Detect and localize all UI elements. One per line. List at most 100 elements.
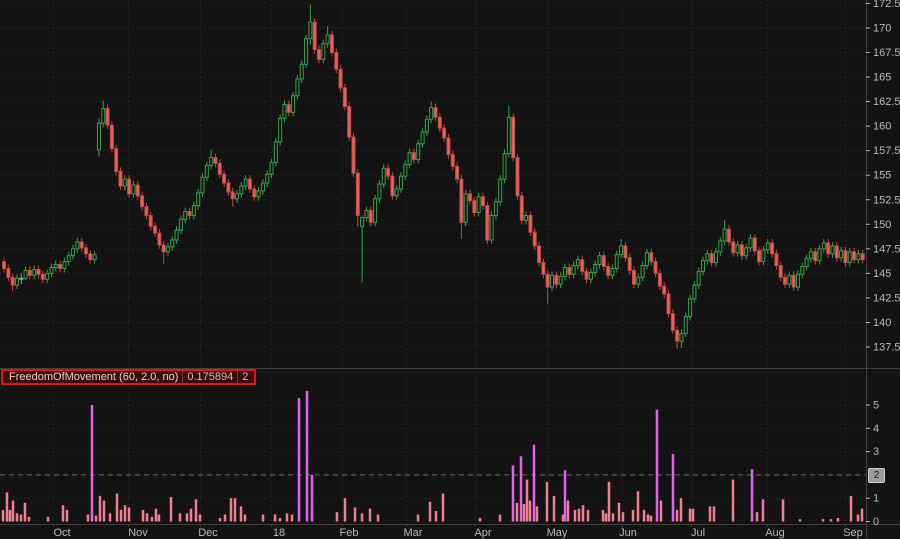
- candle-body: [381, 167, 386, 185]
- candle-body: [662, 285, 667, 295]
- candle-body: [278, 117, 283, 143]
- candle-body: [713, 251, 718, 264]
- histogram-bar: [566, 500, 570, 522]
- indicator-study-label[interactable]: FreedomOfMovement (60, 2.0, no) 0.175894…: [1, 369, 257, 385]
- time-axis[interactable]: Oct Nov Dec 18 Feb Mar Apr May Jun Jul Aug Sep: [53, 524, 863, 539]
- histogram-bar: [856, 514, 860, 522]
- month-label: Oct: [53, 527, 70, 539]
- candle-body: [692, 284, 697, 300]
- histogram-bar: [545, 481, 549, 522]
- candle-body: [243, 178, 248, 187]
- histogram-bar: [761, 499, 765, 522]
- histogram-bar: [15, 513, 19, 522]
- candle-body: [403, 163, 408, 177]
- candle-body: [433, 106, 438, 118]
- candle-body: [480, 196, 485, 207]
- candle-body: [826, 242, 831, 255]
- candle-body: [304, 38, 309, 65]
- candle-body: [88, 253, 93, 261]
- candle-body: [813, 251, 818, 262]
- histogram-bar: [755, 512, 759, 522]
- histogram-bar: [675, 509, 679, 522]
- month-label: Nov: [128, 527, 148, 539]
- candle-body: [735, 244, 740, 254]
- candle-body: [316, 49, 321, 60]
- histogram-bar: [561, 514, 565, 522]
- histogram-bar: [169, 497, 173, 522]
- candle-body: [209, 157, 214, 166]
- indicator-axis[interactable]: 5 4 3 1 0: [866, 400, 879, 528]
- candle-body: [528, 214, 533, 233]
- candle-body: [588, 271, 593, 280]
- candle-body: [468, 193, 473, 202]
- candle-body: [839, 250, 844, 259]
- candle-body: [459, 178, 464, 223]
- candle-body: [511, 116, 516, 159]
- candle-body: [252, 188, 257, 198]
- histogram-bar: [441, 493, 445, 522]
- histogram-bar: [679, 498, 683, 522]
- histogram-bar: [223, 514, 227, 522]
- candlestick-series[interactable]: [2, 4, 865, 349]
- candle-body: [312, 21, 317, 51]
- candle-body: [157, 232, 162, 246]
- histogram-bar: [604, 513, 608, 522]
- gridlines: [0, 0, 866, 524]
- candle-body: [329, 34, 334, 54]
- histogram-bar: [691, 508, 695, 522]
- histogram-bar: [360, 513, 364, 522]
- candle-body: [213, 157, 218, 164]
- candle-body: [623, 245, 628, 259]
- price-tick-label: 145: [873, 268, 891, 280]
- candle-body: [597, 255, 602, 266]
- month-label: Apr: [474, 527, 491, 539]
- candle-body: [247, 178, 252, 190]
- candle-body: [165, 246, 170, 253]
- month-label: May: [547, 527, 568, 539]
- candle-body: [537, 245, 542, 264]
- candle-body: [554, 274, 559, 285]
- month-label: Mar: [404, 527, 423, 539]
- histogram-bar: [573, 509, 577, 522]
- candle-body: [830, 245, 835, 255]
- histogram-bar: [119, 509, 123, 522]
- candle-body: [515, 157, 520, 197]
- candle-body: [619, 245, 624, 256]
- candle-body: [230, 191, 235, 200]
- candle-body: [226, 182, 231, 193]
- candle-body: [709, 253, 714, 264]
- histogram-bar: [353, 507, 357, 522]
- candle-body: [394, 188, 399, 197]
- histogram-bar: [498, 514, 502, 522]
- histogram-bar: [642, 509, 646, 522]
- price-axis[interactable]: 172.5 170 167.5 165 162.5 160 157.5 155 152.5 150…: [866, 0, 900, 353]
- candle-body: [118, 170, 123, 187]
- indicator-level-badge: 2: [868, 468, 885, 483]
- histogram-bar-signal: [305, 391, 309, 522]
- candle-body: [489, 214, 494, 241]
- candle-body: [765, 242, 770, 251]
- candle-body: [407, 152, 412, 165]
- candle-body: [420, 131, 425, 145]
- candle-body: [101, 107, 106, 124]
- histogram-bar-signal: [655, 409, 659, 522]
- candle-body: [386, 167, 391, 177]
- histogram-bar: [278, 518, 282, 522]
- candle-body: [239, 185, 244, 195]
- histogram-bar-signal: [90, 405, 94, 522]
- candle-body: [739, 244, 744, 257]
- histogram-series[interactable]: [1, 391, 864, 522]
- candle-body: [62, 261, 67, 269]
- candle-body: [627, 257, 632, 271]
- candle-body: [575, 259, 580, 267]
- candle-body: [32, 268, 37, 276]
- histogram-bar: [335, 512, 339, 522]
- histogram-bar: [586, 509, 590, 522]
- candle-body: [606, 266, 611, 276]
- month-label: Feb: [340, 527, 359, 539]
- candle-body: [109, 124, 114, 150]
- candle-body: [342, 87, 347, 108]
- histogram-bar: [577, 508, 581, 522]
